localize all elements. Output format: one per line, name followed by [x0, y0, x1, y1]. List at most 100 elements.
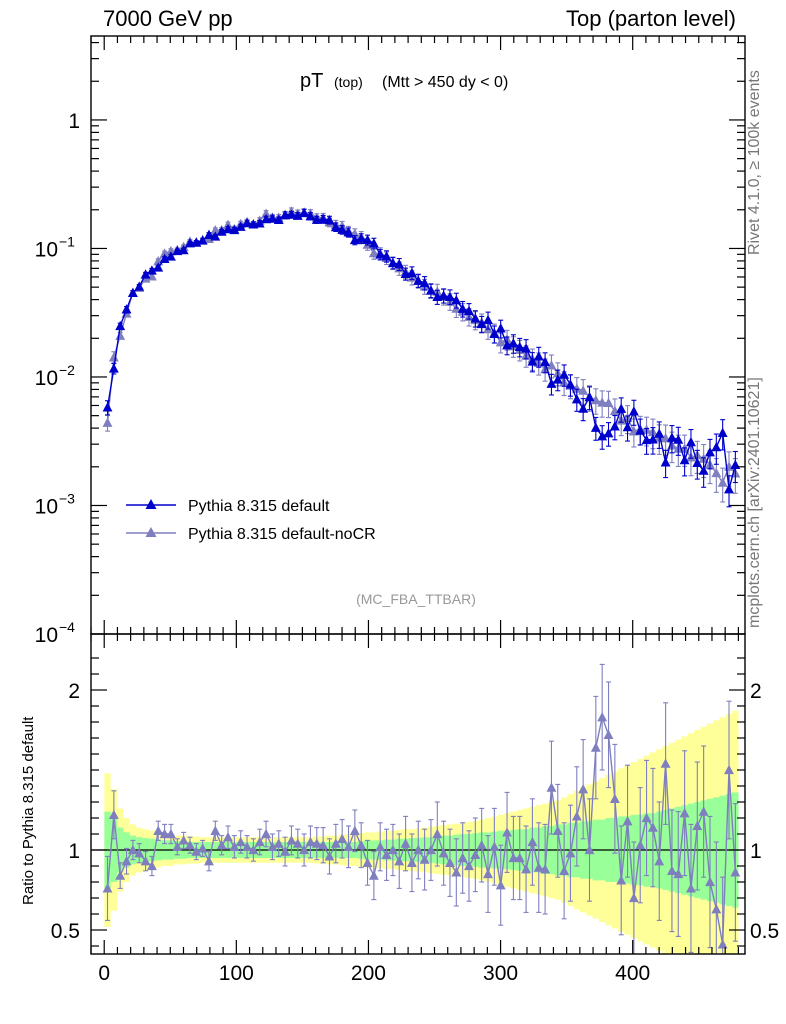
main-default-point — [660, 457, 671, 467]
ratio-nocr-point — [540, 864, 551, 874]
main-default-point — [419, 277, 430, 288]
ratio-nocr-point — [204, 856, 214, 866]
main-default-point — [254, 218, 265, 228]
main-default-point — [679, 454, 690, 465]
main-y-tick-label: 10 — [35, 367, 58, 390]
main-default-point — [140, 269, 151, 279]
main-default-point — [406, 267, 417, 278]
main-nocr-point — [108, 352, 119, 362]
ratio-nocr-point — [698, 806, 709, 816]
x-tick-label: 300 — [483, 962, 518, 985]
ratio-nocr-point — [406, 857, 417, 867]
ratio-nocr-point — [197, 843, 208, 853]
main-default-point — [476, 318, 487, 329]
ratio-nocr-point — [185, 840, 195, 850]
ratio-nocr-point — [628, 892, 639, 903]
main-default-point — [578, 403, 589, 413]
ratio-nocr-point — [191, 846, 202, 856]
ratio-nocr-point — [362, 857, 373, 867]
ratio-nocr-point — [318, 840, 329, 850]
ratio-nocr-point — [666, 865, 677, 875]
main-nocr-point — [571, 383, 582, 393]
main-default-point — [603, 427, 614, 438]
main-default-point — [178, 244, 189, 255]
ratio-nocr-point — [426, 844, 436, 855]
ratio-nocr-point — [654, 856, 665, 866]
main-default-point — [102, 402, 113, 412]
ratio-nocr-point — [686, 883, 696, 893]
main-default-point — [540, 356, 551, 367]
main-default-point — [654, 428, 665, 438]
ratio-nocr-point — [286, 835, 297, 845]
main-default-point — [647, 434, 658, 444]
main-default-point — [552, 374, 563, 384]
main-default-point — [527, 356, 538, 366]
ratio-plot-data-layer — [102, 663, 741, 954]
ratio-nocr-point — [717, 939, 728, 949]
main-default-point — [337, 224, 348, 234]
ratio-nocr-point — [489, 841, 500, 851]
main-default-point — [216, 226, 227, 236]
ratio-nocr-point — [451, 867, 462, 877]
ratio-nocr-point — [590, 742, 601, 752]
ratio-nocr-point — [514, 852, 525, 863]
main-default-point — [127, 287, 138, 297]
ratio-nocr-point — [375, 841, 386, 851]
main-nocr-series — [102, 206, 741, 503]
main-default-point — [318, 214, 329, 224]
ratio-nocr-point — [134, 848, 145, 858]
main-default-point — [622, 421, 633, 432]
main-default-point — [457, 303, 468, 313]
ratio-plot-frame — [90, 633, 746, 955]
ratio-nocr-point — [235, 836, 246, 847]
main-y-tick-exponent: −1 — [59, 233, 75, 249]
ratio-band-layer — [104, 710, 739, 954]
ratio-nocr-point — [705, 876, 715, 887]
ratio-nocr-point — [400, 838, 411, 848]
ratio-nocr-series — [102, 663, 741, 954]
main-default-point — [280, 209, 291, 220]
ratio-y-tick-label-right: 1 — [750, 840, 762, 863]
ratio-nocr-point — [502, 827, 512, 837]
ratio-nocr-point — [565, 848, 576, 858]
ratio-nocr-point — [368, 870, 379, 880]
main-default-point — [305, 210, 316, 221]
ratio-nocr-point — [724, 764, 734, 775]
ratio-y-tick-label-right: 2 — [750, 680, 762, 703]
header-process: 7000 GeV pp — [103, 6, 233, 31]
ratio-nocr-point — [552, 825, 563, 835]
main-default-point — [223, 223, 233, 234]
x-tick-label: 100 — [219, 962, 254, 985]
ratio-nocr-point — [521, 864, 532, 874]
plot-title-subscript: (top) — [334, 74, 363, 90]
main-default-point — [514, 341, 525, 352]
main-default-point — [571, 393, 582, 404]
ratio-nocr-point — [609, 793, 620, 803]
ratio-nocr-point — [311, 838, 322, 848]
main-default-point — [381, 250, 392, 261]
header-observable-group: Top (parton level) — [566, 6, 736, 31]
main-default-point — [483, 314, 493, 325]
ratio-nocr-point — [584, 844, 595, 855]
x-tick-label: 400 — [615, 962, 650, 985]
main-nocr-point — [597, 397, 608, 407]
legend-label-nocr: Pythia 8.315 default-noCR — [188, 526, 376, 543]
ratio-nocr-point — [413, 844, 424, 855]
main-nocr-point — [495, 337, 506, 347]
legend: Pythia 8.315 default Pythia 8.315 defaul… — [126, 498, 376, 543]
main-default-point — [356, 233, 367, 243]
main-default-point — [521, 343, 532, 353]
main-nocr-point — [546, 360, 557, 370]
main-default-point — [495, 323, 506, 333]
main-default-point — [666, 432, 677, 442]
main-default-point — [464, 305, 474, 315]
ratio-nocr-point — [483, 868, 493, 879]
ratio-nocr-point — [330, 838, 341, 848]
ratio-nocr-point — [711, 904, 722, 914]
ratio-nocr-point — [115, 870, 126, 880]
ratio-nocr-point — [616, 875, 627, 885]
main-default-point — [413, 275, 424, 285]
ratio-nocr-point — [267, 841, 278, 851]
main-default-point — [730, 459, 741, 470]
